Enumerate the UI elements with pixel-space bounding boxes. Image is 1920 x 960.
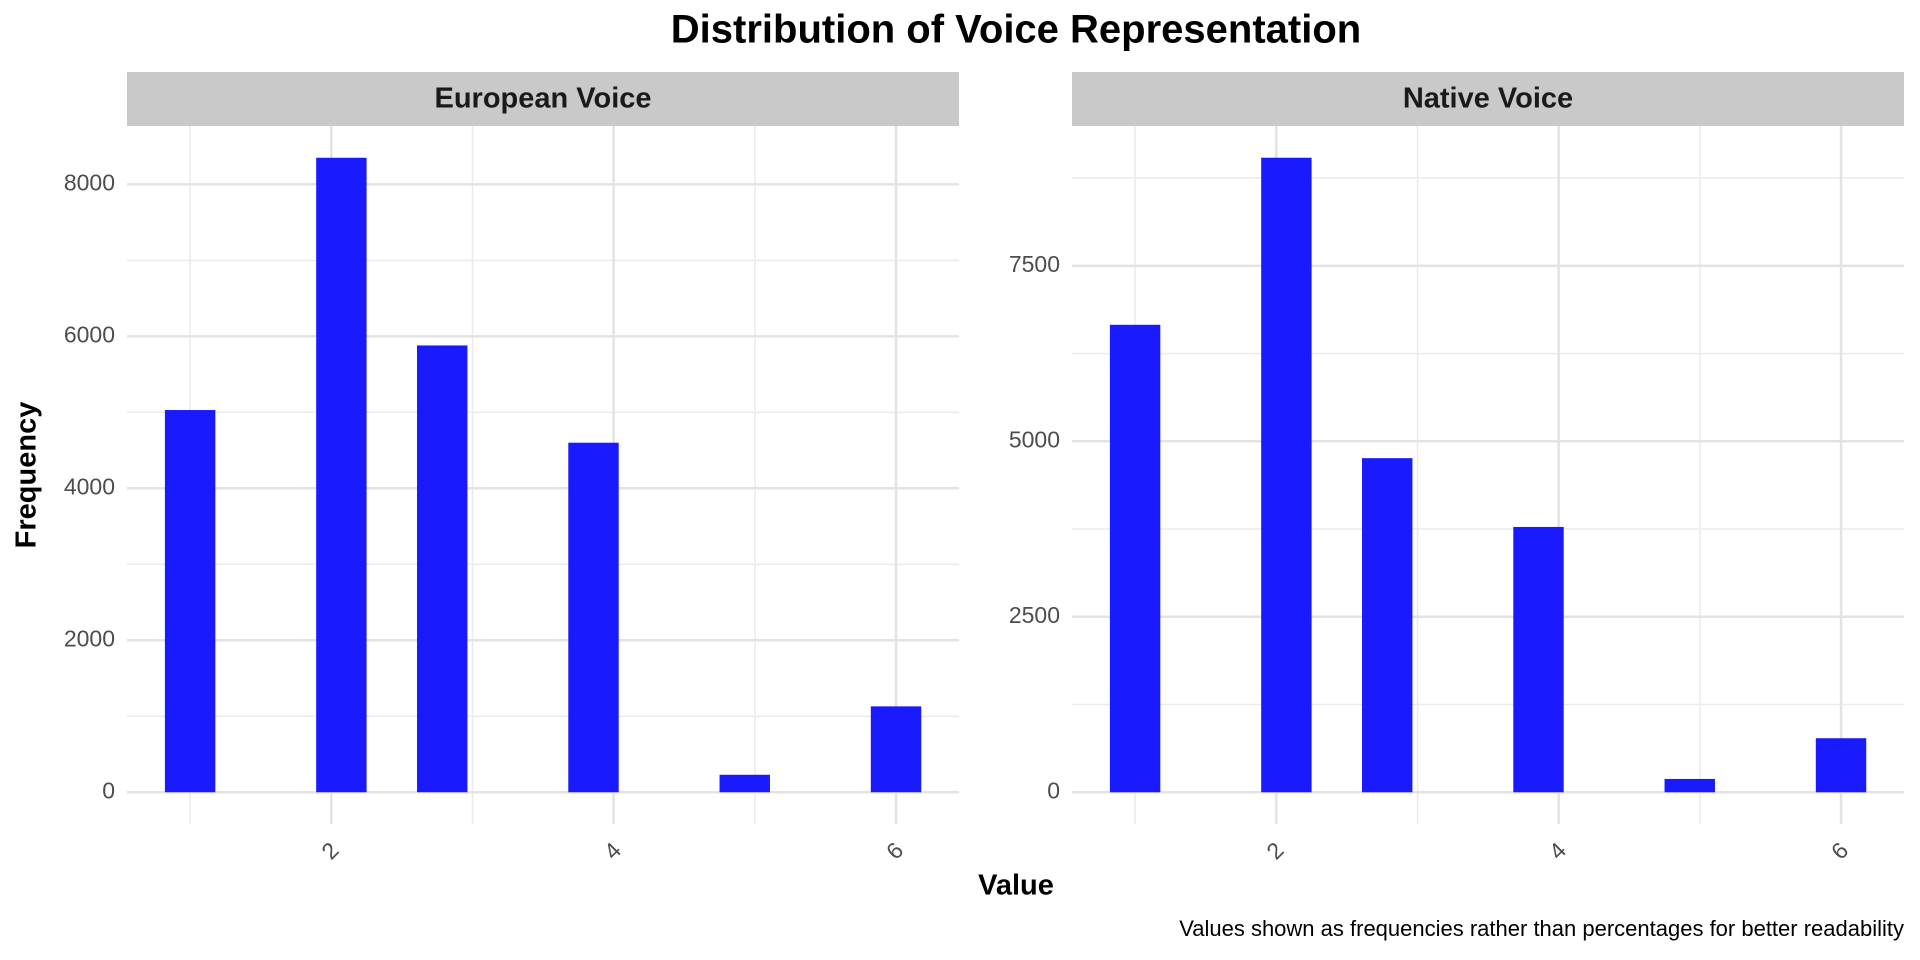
strip-text: European Voice: [434, 83, 651, 115]
x-tick-label: 6: [1826, 837, 1853, 864]
y-tick-label: 4000: [64, 473, 115, 499]
bar: [1109, 324, 1161, 793]
x-tick-label: 2: [316, 837, 343, 864]
y-tick-label: 0: [1047, 777, 1060, 803]
strip-background: [1072, 72, 1904, 126]
bar: [719, 774, 770, 793]
bar: [417, 345, 468, 793]
caption: Values shown as frequencies rather than …: [1179, 916, 1904, 941]
chart-title: Distribution of Voice Representation: [671, 8, 1361, 52]
y-tick-label: 2500: [1009, 602, 1060, 628]
bar: [568, 442, 619, 793]
bar: [316, 157, 367, 793]
x-axis-title: Value: [978, 870, 1054, 902]
x-tick-label: 6: [881, 837, 908, 864]
bar: [1815, 738, 1867, 793]
y-axis-title: Frequency: [11, 402, 43, 549]
y-tick-label: 2000: [64, 625, 115, 651]
strip-text: Native Voice: [1403, 83, 1573, 115]
y-tick-label: 6000: [64, 321, 115, 347]
y-tick-label: 5000: [1009, 426, 1060, 452]
x-tick-label: 4: [1544, 837, 1572, 865]
bar: [1664, 778, 1715, 793]
bar: [1261, 157, 1312, 793]
x-tick-label: 2: [1261, 837, 1288, 864]
bar: [1513, 526, 1564, 793]
x-tick-label: 4: [599, 837, 627, 865]
y-tick-label: 7500: [1009, 251, 1060, 277]
y-tick-label: 0: [102, 777, 115, 803]
y-tick-label: 8000: [64, 169, 115, 195]
strip-background: [127, 72, 959, 126]
bar: [1362, 458, 1413, 793]
bar: [164, 410, 216, 793]
bar: [870, 706, 922, 793]
